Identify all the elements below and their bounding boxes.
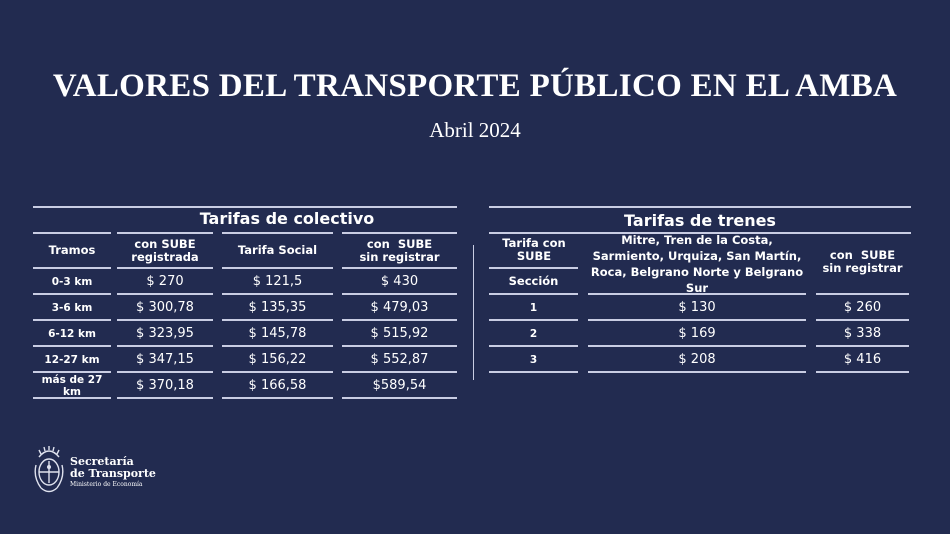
divider bbox=[117, 293, 213, 295]
price-cell: $ 145,78 bbox=[248, 326, 307, 341]
divider bbox=[489, 371, 578, 373]
price-cell: $ 121,5 bbox=[252, 274, 303, 289]
price-cell: $ 338 bbox=[843, 326, 882, 341]
price-cell: $ 156,22 bbox=[248, 352, 307, 367]
tramo-cell: 12-27 km bbox=[44, 353, 100, 366]
column-header-tarifa-con-sube: Tarifa con SUBE bbox=[502, 236, 566, 263]
divider bbox=[33, 293, 111, 295]
divider bbox=[222, 293, 333, 295]
divider bbox=[222, 232, 333, 234]
price-cell: $ 347,15 bbox=[136, 352, 194, 367]
column-header-sin-registrar: con SUBE sin registrar bbox=[822, 248, 903, 275]
seccion-cell: 1 bbox=[529, 301, 538, 314]
price-cell: $ 430 bbox=[380, 274, 419, 289]
page-title: VALORES DEL TRANSPORTE PÚBLICO EN EL AMB… bbox=[52, 68, 898, 104]
divider bbox=[222, 319, 333, 321]
divider bbox=[33, 371, 111, 373]
divider bbox=[33, 267, 111, 269]
column-header-sube-sin-registrar: con SUBE sin registrar bbox=[359, 236, 440, 264]
column-header-lineas: Mitre, Tren de la Costa, Sarmiento, Urqu… bbox=[590, 233, 804, 295]
price-cell: $589,54 bbox=[372, 378, 427, 393]
divider bbox=[342, 345, 457, 347]
price-cell: $ 270 bbox=[146, 274, 184, 289]
price-cell: $ 479,03 bbox=[370, 300, 429, 315]
divider bbox=[117, 371, 213, 373]
divider bbox=[222, 267, 333, 269]
seccion-cell: 3 bbox=[529, 353, 538, 366]
divider bbox=[342, 397, 457, 399]
divider bbox=[489, 293, 578, 295]
divider bbox=[816, 345, 909, 347]
price-cell: $ 323,95 bbox=[136, 326, 194, 341]
divider bbox=[33, 397, 111, 399]
divider bbox=[489, 232, 911, 234]
price-cell: $ 208 bbox=[678, 352, 716, 367]
divider bbox=[222, 371, 333, 373]
price-cell: $ 260 bbox=[843, 300, 882, 315]
divider bbox=[489, 345, 578, 347]
price-cell: $ 166,58 bbox=[248, 378, 307, 393]
divider bbox=[117, 232, 213, 234]
divider bbox=[588, 345, 806, 347]
page-subtitle: Abril 2024 bbox=[429, 118, 521, 142]
price-cell: $ 169 bbox=[678, 326, 716, 341]
divider bbox=[117, 319, 213, 321]
divider bbox=[33, 345, 111, 347]
org-ministry: Ministerio de Economía bbox=[70, 481, 143, 488]
divider bbox=[588, 293, 806, 295]
divider bbox=[588, 371, 806, 373]
vertical-divider bbox=[473, 245, 474, 380]
colectivo-section-title: Tarifas de colectivo bbox=[199, 209, 375, 228]
divider bbox=[117, 397, 213, 399]
price-cell: $ 370,18 bbox=[136, 378, 194, 393]
divider bbox=[33, 206, 457, 208]
org-name-line1: Secretaría bbox=[70, 455, 134, 468]
org-name-line2: de Transporte bbox=[70, 467, 156, 480]
divider bbox=[489, 319, 578, 321]
tramo-cell: 0-3 km bbox=[51, 275, 93, 288]
divider bbox=[342, 267, 457, 269]
divider bbox=[117, 345, 213, 347]
price-cell: $ 130 bbox=[678, 300, 716, 315]
tramo-cell: más de 27 km bbox=[41, 373, 103, 398]
divider bbox=[489, 206, 911, 208]
divider bbox=[816, 371, 909, 373]
column-header-sube-registrada: con SUBE registrada bbox=[131, 236, 199, 264]
divider bbox=[342, 371, 457, 373]
divider bbox=[489, 267, 578, 269]
column-header-tramos: Tramos bbox=[48, 243, 96, 257]
price-cell: $ 416 bbox=[843, 352, 882, 367]
tramo-cell: 3-6 km bbox=[51, 301, 93, 314]
price-cell: $ 300,78 bbox=[136, 300, 194, 315]
divider bbox=[117, 267, 213, 269]
divider bbox=[33, 232, 111, 234]
price-cell: $ 135,35 bbox=[248, 300, 307, 315]
column-header-seccion: Sección bbox=[508, 273, 559, 288]
divider bbox=[222, 397, 333, 399]
divider bbox=[816, 293, 909, 295]
column-header-tarifa-social: Tarifa Social bbox=[237, 243, 318, 257]
tramo-cell: 6-12 km bbox=[48, 327, 96, 340]
argentina-coat-of-arms-icon bbox=[34, 446, 64, 493]
seccion-cell: 2 bbox=[529, 327, 538, 340]
divider bbox=[588, 319, 806, 321]
divider bbox=[816, 319, 909, 321]
divider bbox=[342, 232, 457, 234]
price-cell: $ 552,87 bbox=[370, 352, 429, 367]
divider bbox=[33, 319, 111, 321]
price-cell: $ 515,92 bbox=[370, 326, 429, 341]
divider bbox=[222, 345, 333, 347]
divider bbox=[342, 293, 457, 295]
trenes-section-title: Tarifas de trenes bbox=[624, 211, 776, 230]
divider bbox=[342, 319, 457, 321]
